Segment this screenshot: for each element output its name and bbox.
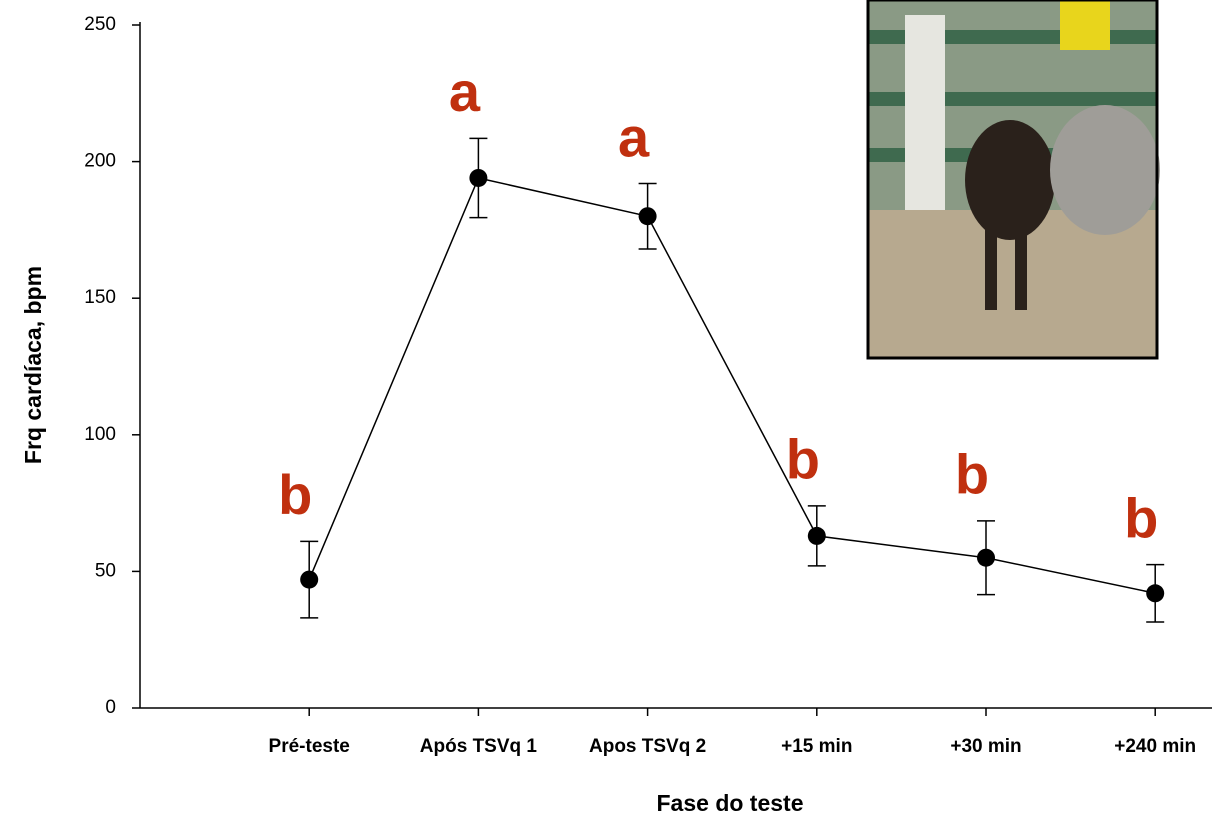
chart: Frq cardíaca, bpm Fase do teste 0 50 100 15…: [0, 0, 1220, 820]
data-point: [977, 549, 995, 567]
photo-rider: [1060, 0, 1110, 50]
y-tick-label: 200: [84, 151, 116, 172]
y-axis-title: Frq cardíaca, bpm: [20, 266, 46, 464]
data-point: [808, 527, 826, 545]
x-tick-label: Após TSVq 1: [420, 736, 538, 757]
y-tick-label: 150: [84, 287, 116, 308]
y-tick-label: 50: [95, 560, 116, 581]
x-tick-label: +30 min: [950, 736, 1021, 757]
significance-letter: b: [786, 428, 820, 491]
data-point: [469, 169, 487, 187]
significance-letter: b: [955, 443, 989, 506]
data-point: [1146, 584, 1164, 602]
photo-horse: [965, 120, 1055, 240]
significance-letter: b: [278, 463, 312, 526]
significance-letter: b: [1124, 486, 1158, 549]
x-tick-label: Apos TSVq 2: [589, 736, 706, 757]
photo-post: [905, 15, 945, 225]
photo-bull: [1050, 105, 1160, 235]
x-tick-label: +240 min: [1114, 736, 1196, 757]
y-tick-label: 100: [84, 424, 116, 445]
significance-letter: a: [618, 105, 650, 168]
y-tick-label: 0: [105, 697, 116, 718]
photo-horse-leg: [985, 220, 997, 310]
inset-photo: [868, 0, 1160, 358]
significance-letter: a: [449, 60, 481, 123]
x-tick-label: +15 min: [781, 736, 852, 757]
data-point: [300, 571, 318, 589]
x-tick-label: Pré-teste: [269, 736, 350, 757]
y-tick-label: 250: [84, 14, 116, 35]
data-point: [639, 207, 657, 225]
photo-horse-leg: [1015, 220, 1027, 310]
x-axis-title: Fase do teste: [657, 790, 804, 816]
